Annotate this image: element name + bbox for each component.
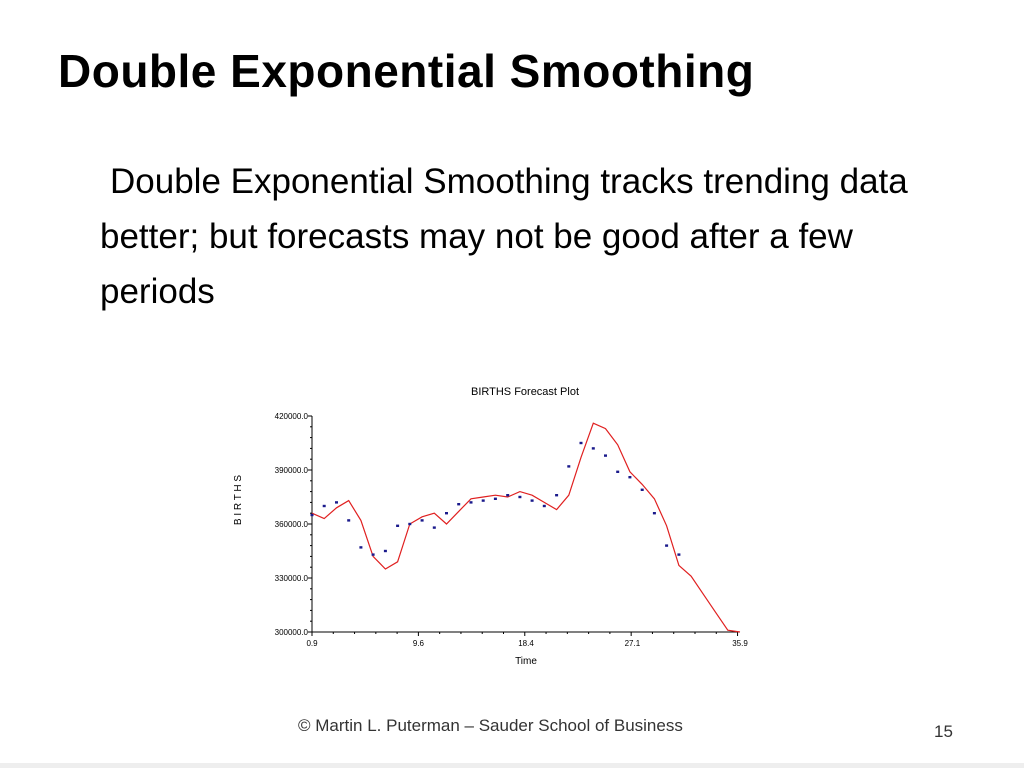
births-forecast-chart: BIRTHS Forecast Plot B I R T H S Time 30… bbox=[233, 386, 749, 667]
y-tick-label: 330000.0 bbox=[275, 574, 309, 583]
data-point bbox=[567, 465, 571, 468]
y-tick-label: 390000.0 bbox=[275, 466, 309, 475]
data-point bbox=[457, 503, 461, 506]
y-tick-label: 360000.0 bbox=[275, 520, 309, 529]
data-point bbox=[591, 447, 595, 450]
data-point bbox=[420, 519, 424, 522]
slide-body-text: Double Exponential Smoothing tracks tren… bbox=[100, 162, 908, 311]
data-point bbox=[322, 504, 326, 508]
plot-area: 300000.0 330000.0 360000.0 390000.0 420000.0… bbox=[275, 412, 749, 648]
x-tick-label: 27.1 bbox=[625, 639, 641, 648]
data-point bbox=[335, 501, 338, 504]
data-point bbox=[665, 544, 669, 547]
data-point bbox=[579, 441, 583, 445]
data-point bbox=[481, 499, 485, 502]
slide-title: Double Exponential Smoothing bbox=[58, 45, 755, 97]
data-point bbox=[347, 519, 351, 522]
data-point bbox=[518, 495, 522, 499]
x-tick-label: 18.4 bbox=[518, 639, 534, 648]
y-axis-label: B I R T H S bbox=[233, 475, 244, 526]
page-number: 15 bbox=[934, 722, 953, 741]
forecast-line bbox=[311, 422, 741, 633]
data-point bbox=[396, 524, 400, 527]
data-point bbox=[628, 476, 632, 479]
data-point bbox=[371, 553, 375, 556]
data-point bbox=[383, 549, 387, 553]
data-point bbox=[677, 553, 681, 556]
y-tick-label: 300000.0 bbox=[275, 628, 309, 637]
x-axis-label: Time bbox=[515, 656, 537, 667]
chart-title: BIRTHS Forecast Plot bbox=[471, 386, 579, 398]
bottom-rule bbox=[0, 763, 1024, 768]
data-point bbox=[359, 546, 363, 549]
data-point bbox=[493, 497, 497, 500]
footer-copyright: © Martin L. Puterman – Sauder School of … bbox=[298, 716, 683, 735]
data-point bbox=[408, 522, 412, 526]
data-point bbox=[469, 501, 473, 504]
data-point bbox=[542, 504, 546, 508]
data-point bbox=[310, 513, 314, 517]
data-point bbox=[445, 512, 448, 515]
data-point bbox=[555, 494, 559, 497]
data-point bbox=[506, 494, 510, 497]
x-tick-label: 0.9 bbox=[306, 639, 318, 648]
y-tick-label: 420000.0 bbox=[275, 412, 309, 421]
x-tick-label: 35.9 bbox=[732, 639, 748, 648]
data-point bbox=[604, 454, 607, 457]
x-tick-label: 9.6 bbox=[413, 639, 425, 648]
data-point bbox=[652, 512, 656, 515]
data-point bbox=[432, 526, 436, 529]
data-point bbox=[616, 470, 620, 473]
data-point bbox=[640, 488, 644, 491]
data-point bbox=[530, 499, 534, 502]
